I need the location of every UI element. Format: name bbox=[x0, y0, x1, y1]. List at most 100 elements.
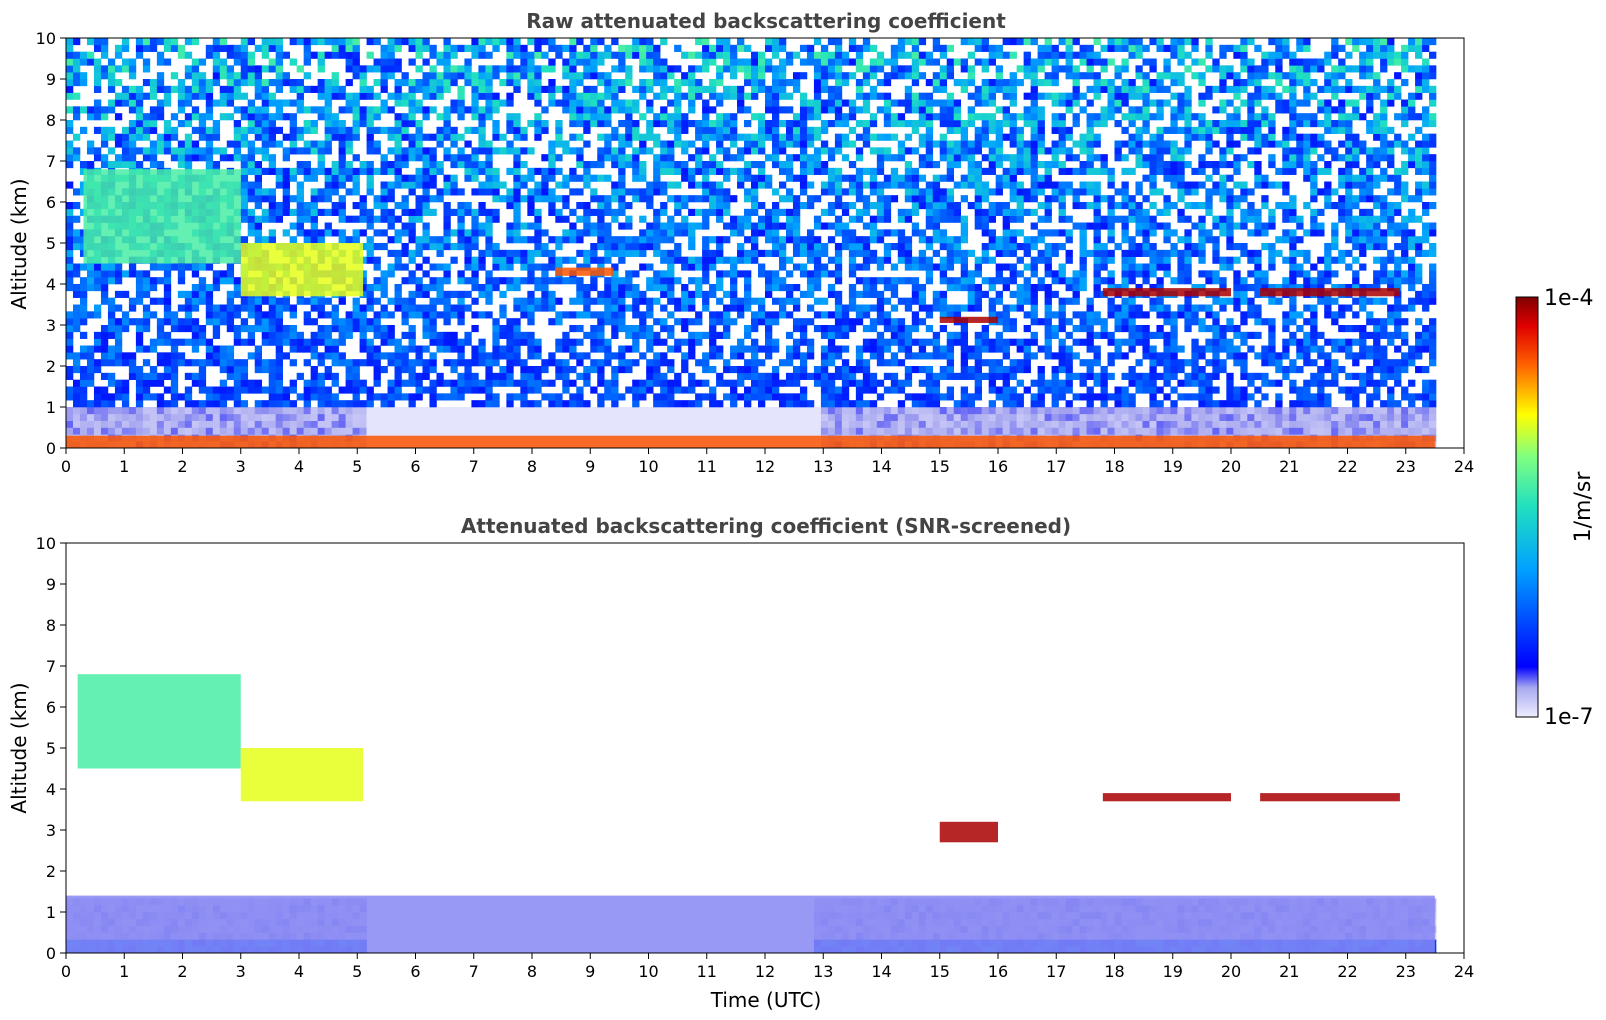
heatmap-cell bbox=[478, 147, 486, 155]
heatmap-cell bbox=[205, 161, 214, 169]
heatmap-cell bbox=[324, 208, 332, 216]
heatmap-cell bbox=[534, 249, 542, 257]
heatmap-cell bbox=[541, 38, 549, 46]
heatmap-cell bbox=[897, 249, 906, 257]
heatmap-cell bbox=[254, 79, 263, 87]
heatmap-cell bbox=[897, 379, 906, 387]
heatmap-cell bbox=[240, 154, 249, 162]
heatmap-cell bbox=[555, 85, 563, 93]
heatmap-cell bbox=[653, 120, 661, 128]
heatmap-cell bbox=[485, 161, 493, 169]
heatmap-cell bbox=[219, 58, 228, 66]
heatmap-cell bbox=[799, 202, 808, 210]
heatmap-cell bbox=[338, 120, 346, 128]
heatmap-cell bbox=[296, 427, 304, 435]
heatmap-cell bbox=[632, 38, 640, 46]
heatmap-cell bbox=[723, 65, 731, 73]
heatmap-cell bbox=[813, 106, 822, 114]
heatmap-cell bbox=[785, 345, 794, 353]
heatmap-cell bbox=[310, 366, 318, 374]
heatmap-cell bbox=[611, 126, 619, 134]
heatmap-cell bbox=[275, 366, 283, 374]
heatmap-cell bbox=[198, 58, 207, 66]
heatmap-cell bbox=[499, 195, 507, 203]
heatmap-cell bbox=[240, 133, 249, 141]
heatmap-cell bbox=[576, 215, 584, 223]
heatmap-cell bbox=[457, 92, 465, 100]
heatmap-cell bbox=[548, 140, 556, 148]
heatmap-cell bbox=[492, 195, 500, 203]
heatmap-cell bbox=[806, 113, 815, 121]
heatmap-cell bbox=[848, 249, 857, 257]
heatmap-cell bbox=[275, 113, 283, 121]
heatmap-cell bbox=[911, 338, 920, 346]
heatmap-cell bbox=[107, 379, 116, 387]
heatmap-cell bbox=[555, 154, 563, 162]
heatmap-cell bbox=[778, 236, 787, 244]
heatmap-cell bbox=[471, 222, 479, 230]
heatmap-cell bbox=[688, 277, 696, 285]
heatmap-cell bbox=[324, 133, 332, 141]
heatmap-cell bbox=[415, 147, 423, 155]
heatmap-cell bbox=[198, 85, 207, 93]
heatmap-cell bbox=[352, 72, 360, 80]
heatmap-cell bbox=[758, 174, 766, 182]
heatmap-cell bbox=[422, 318, 430, 326]
heatmap-cell bbox=[303, 174, 311, 182]
heatmap-cell bbox=[541, 290, 549, 298]
heatmap-cell bbox=[429, 243, 437, 251]
heatmap-cell bbox=[408, 325, 416, 333]
heatmap-cell bbox=[191, 420, 200, 428]
heatmap-cell bbox=[709, 154, 717, 162]
heatmap-cell bbox=[79, 58, 88, 66]
heatmap-cell bbox=[100, 263, 109, 271]
heatmap-cell bbox=[604, 79, 612, 87]
heatmap-cell bbox=[744, 427, 752, 435]
heatmap-cell bbox=[576, 359, 584, 367]
heatmap-cell bbox=[198, 407, 207, 415]
heatmap-cell bbox=[667, 65, 675, 73]
heatmap-cell bbox=[93, 338, 102, 346]
heatmap-cell bbox=[723, 256, 731, 264]
heatmap-cell bbox=[897, 277, 906, 285]
heatmap-cell bbox=[597, 290, 605, 298]
heatmap-cell bbox=[471, 243, 479, 251]
heatmap-cell bbox=[296, 92, 304, 100]
heatmap-cell bbox=[716, 243, 724, 251]
heatmap-cell bbox=[66, 215, 74, 223]
heatmap-cell bbox=[792, 407, 801, 415]
heatmap-cell bbox=[352, 202, 360, 210]
heatmap-cell bbox=[422, 407, 430, 415]
heatmap-cell bbox=[785, 427, 794, 435]
heatmap-cell bbox=[93, 44, 102, 52]
heatmap-cell bbox=[289, 304, 297, 312]
heatmap-cell bbox=[834, 229, 843, 237]
heatmap-cell bbox=[813, 51, 822, 59]
heatmap-cell bbox=[443, 318, 451, 326]
heatmap-cell bbox=[66, 393, 74, 401]
heatmap-cell bbox=[681, 92, 689, 100]
heatmap-cell bbox=[597, 161, 605, 169]
heatmap-cell bbox=[338, 407, 346, 415]
heatmap-cell bbox=[904, 345, 913, 353]
heatmap-cell bbox=[890, 58, 899, 66]
heatmap-cell bbox=[751, 352, 759, 360]
heatmap-cell bbox=[695, 85, 703, 93]
heatmap-cell bbox=[436, 85, 444, 93]
heatmap-cell bbox=[744, 297, 752, 305]
heatmap-cell bbox=[583, 181, 591, 189]
heatmap-cell bbox=[604, 243, 612, 251]
heatmap-cell bbox=[744, 256, 752, 264]
heatmap-cell bbox=[247, 297, 256, 305]
heatmap-cell bbox=[128, 304, 137, 312]
heatmap-cell bbox=[827, 120, 836, 128]
heatmap-cell bbox=[862, 167, 871, 175]
heatmap-cell bbox=[457, 304, 465, 312]
heatmap-cell bbox=[254, 304, 263, 312]
heatmap-cell bbox=[387, 393, 395, 401]
heatmap-cell bbox=[848, 106, 857, 114]
heatmap-cell bbox=[639, 85, 647, 93]
heatmap-cell bbox=[121, 99, 130, 107]
heatmap-cell bbox=[834, 263, 843, 271]
heatmap-cell bbox=[205, 427, 214, 435]
